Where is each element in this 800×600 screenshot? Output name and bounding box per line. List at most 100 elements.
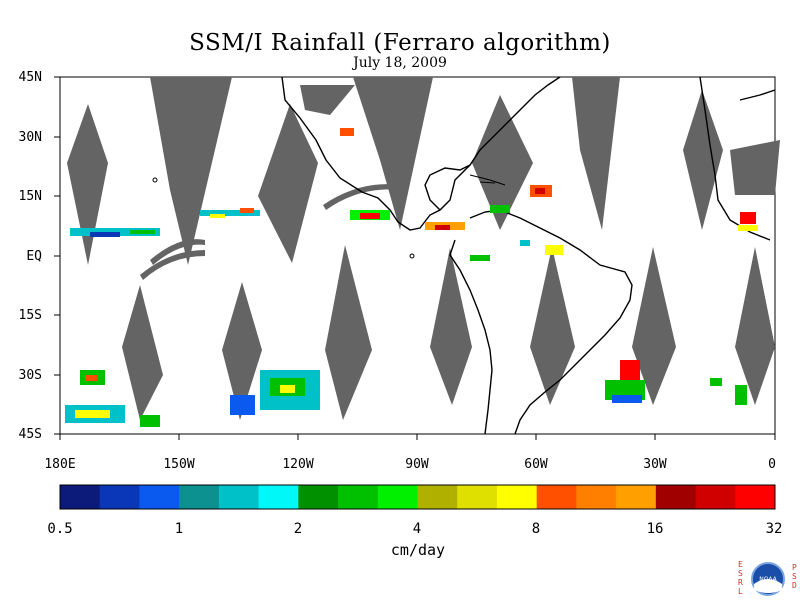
- swath-gap: [683, 90, 723, 230]
- rainfall-cells: [65, 128, 758, 427]
- colorbar-swatch: [99, 485, 140, 509]
- map-title: SSM/I Rainfall (Ferraro algorithm): [189, 30, 611, 56]
- lon-label-90w: 90W: [405, 457, 429, 472]
- land-patch: [300, 85, 355, 115]
- rain-band: [75, 410, 110, 418]
- island-caribbean: [469, 174, 506, 186]
- swath-gap: [258, 104, 318, 263]
- logo-center-text: NOAA: [759, 576, 777, 583]
- rain-band: [200, 210, 260, 216]
- colorbar-units: cm/day: [390, 541, 446, 559]
- colorbar-swatch: [536, 485, 577, 509]
- islands: [152, 174, 506, 259]
- colorbar-swatch: [179, 485, 220, 509]
- swath-gap: [430, 248, 472, 405]
- rain-band: [90, 232, 120, 237]
- colorbar-swatch: [735, 485, 776, 509]
- colorbar-label: 4: [412, 521, 422, 537]
- swath-gap: [632, 247, 676, 405]
- land-patch: [730, 140, 780, 195]
- lat-label-15s: 15S: [18, 308, 42, 323]
- lon-label-180e: 180E: [44, 457, 76, 472]
- logo-left-letters: ESRL: [738, 560, 743, 596]
- lat-label-45s: 45S: [18, 427, 42, 442]
- rain-band: [612, 395, 642, 403]
- colorbar-swatch: [457, 485, 498, 509]
- lat-label-45n: 45N: [18, 70, 42, 85]
- lon-label-150w: 150W: [163, 457, 195, 472]
- colorbar: [59, 484, 776, 510]
- colorbar-label: 32: [765, 521, 783, 537]
- colorbar-swatch: [139, 485, 180, 509]
- rain-band: [490, 205, 510, 213]
- colorbar-swatch: [298, 485, 339, 509]
- rain-band: [710, 378, 722, 386]
- rain-band: [545, 245, 563, 255]
- rain-band: [140, 415, 160, 427]
- swath-gap: [67, 104, 108, 265]
- lat-label-30s: 30S: [18, 368, 42, 383]
- coastline-europe: [739, 89, 776, 101]
- lon-label-120w: 120W: [282, 457, 314, 472]
- noaa-logo: NOAA: [751, 562, 785, 596]
- colorbar-swatch: [338, 485, 379, 509]
- coastline-south-america: [469, 209, 633, 435]
- lon-label-0: 0: [768, 457, 776, 472]
- lon-label-60w: 60W: [524, 457, 548, 472]
- rain-band: [280, 385, 295, 393]
- swath-gap: [222, 282, 262, 420]
- rain-band: [740, 212, 756, 224]
- colorbar-swatch: [655, 485, 697, 509]
- island-hawaii: [152, 177, 158, 183]
- swath-gap: [150, 77, 232, 265]
- colorbar-label: 8: [531, 521, 541, 537]
- rain-band: [470, 255, 490, 261]
- colorbar-swatch: [377, 485, 418, 509]
- swath-gap: [735, 247, 775, 405]
- colorbar-swatch: [417, 485, 458, 509]
- rain-band: [230, 395, 255, 415]
- colorbar-label: 1: [174, 521, 184, 537]
- axis-ticks: [54, 76, 776, 440]
- rain-band: [738, 225, 758, 231]
- swath-gap: [472, 95, 533, 230]
- colorbar-swatch: [616, 485, 657, 509]
- colorbar-label: 2: [293, 521, 303, 537]
- lat-label-15n: 15N: [18, 189, 42, 204]
- colorbar-swatch: [258, 485, 299, 509]
- noaa-wave-icon: [754, 579, 782, 593]
- colorbar-swatch: [695, 485, 736, 509]
- swath-arc: [323, 184, 400, 210]
- lat-label-30n: 30N: [18, 130, 42, 145]
- swath-gap: [325, 245, 372, 420]
- rain-band: [520, 240, 530, 246]
- rain-band: [435, 225, 450, 230]
- colorbar-label: 0.5: [47, 521, 73, 537]
- rain-band: [85, 375, 97, 381]
- rain-band: [340, 128, 354, 136]
- island-caribbean: [479, 181, 496, 184]
- coastline-north-america: [281, 76, 561, 231]
- swath-gap: [353, 77, 433, 230]
- colorbar-swatch: [218, 485, 260, 509]
- map-date: July 18, 2009: [353, 55, 447, 71]
- rain-band: [535, 188, 545, 194]
- colorbar-label: 16: [646, 521, 664, 537]
- coastline-south-america-west: [449, 239, 493, 435]
- swath-gap: [122, 285, 163, 420]
- data-gap-swaths: [67, 77, 780, 420]
- rain-band: [735, 385, 747, 405]
- swath-arc: [140, 250, 205, 280]
- coastline-gulf: [424, 164, 471, 211]
- logo-right-letters: PSD: [792, 563, 797, 590]
- swath-gap: [530, 247, 575, 405]
- rain-band: [360, 213, 380, 219]
- swath-gap: [572, 77, 620, 230]
- rain-band: [210, 214, 225, 218]
- coastlines: [281, 76, 776, 435]
- rain-band: [130, 230, 155, 234]
- colorbar-frame: [59, 484, 776, 510]
- lat-label-eq: EQ: [26, 249, 42, 264]
- island-galapagos: [409, 253, 415, 259]
